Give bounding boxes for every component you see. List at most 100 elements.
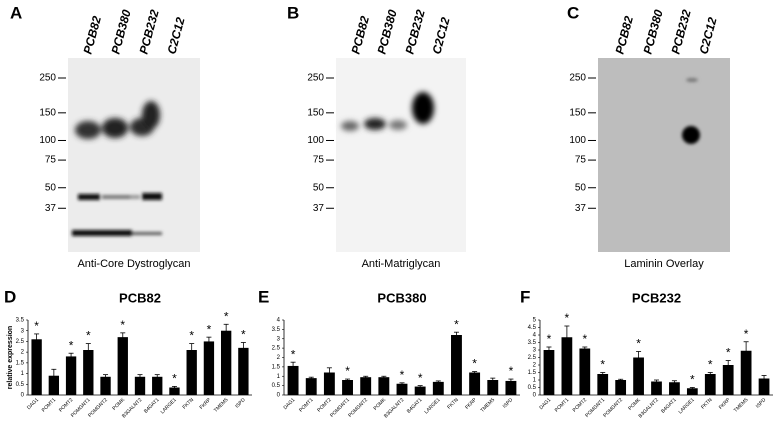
marker-label: 150 bbox=[39, 107, 56, 118]
significance-star: * bbox=[69, 338, 74, 352]
x-tick-label: B4GAT1 bbox=[406, 397, 424, 415]
y-tick-label: 0.5 bbox=[16, 382, 25, 388]
marker-label: 37 bbox=[45, 203, 57, 214]
x-tick-label: FKTN bbox=[182, 397, 196, 411]
y-axis-label: relative expression bbox=[7, 326, 14, 389]
significance-star: * bbox=[454, 317, 459, 331]
significance-star: * bbox=[291, 347, 296, 361]
marker-label: 75 bbox=[575, 155, 587, 166]
lane-label: PCB232 bbox=[402, 8, 427, 56]
significance-star: * bbox=[547, 332, 552, 346]
y-tick-label: 3 bbox=[277, 336, 281, 342]
significance-star: * bbox=[207, 322, 212, 336]
y-tick-label: 0.5 bbox=[272, 383, 281, 389]
x-tick-label: POMK bbox=[373, 397, 388, 412]
bar bbox=[203, 341, 215, 395]
bar bbox=[579, 348, 591, 395]
x-tick-label: FKTN bbox=[700, 397, 714, 411]
significance-star: * bbox=[708, 358, 713, 372]
lane-label: PCB380 bbox=[640, 8, 665, 56]
bar bbox=[487, 380, 499, 395]
blot-image bbox=[336, 58, 466, 252]
marker-label: 50 bbox=[45, 182, 57, 193]
bar bbox=[669, 382, 680, 395]
significance-star: * bbox=[241, 328, 246, 342]
bar bbox=[134, 376, 146, 395]
blot-caption: Anti-Matriglycan bbox=[362, 258, 441, 270]
x-tick-label: TMEM5 bbox=[733, 397, 750, 414]
bar bbox=[305, 378, 317, 395]
bar bbox=[543, 350, 555, 395]
bar bbox=[287, 365, 299, 395]
x-tick-label: TMEM5 bbox=[480, 397, 497, 414]
significance-star: * bbox=[120, 318, 125, 332]
y-tick-label: 2 bbox=[21, 350, 25, 356]
bar bbox=[704, 374, 716, 395]
marker-label: 100 bbox=[307, 135, 324, 146]
y-tick-label: 3.5 bbox=[16, 318, 25, 324]
x-tick-label: DAG1 bbox=[26, 397, 40, 411]
lane-label: PCB380 bbox=[374, 8, 399, 56]
bar bbox=[633, 357, 644, 395]
y-tick-label: 2 bbox=[277, 355, 281, 361]
bar bbox=[740, 350, 752, 395]
blot-image bbox=[68, 58, 200, 252]
y-tick-label: 0 bbox=[21, 393, 25, 399]
y-tick-label: 2.5 bbox=[272, 346, 281, 352]
x-tick-label: POMT2 bbox=[572, 397, 589, 414]
x-tick-label: FKRP bbox=[718, 397, 732, 411]
x-tick-label: POMT2 bbox=[316, 397, 333, 414]
y-tick-label: 2 bbox=[533, 363, 537, 369]
bar bbox=[505, 380, 517, 395]
bar bbox=[432, 381, 444, 395]
y-tick-label: 1.5 bbox=[272, 364, 281, 370]
x-tick-label: LARGE1 bbox=[423, 397, 441, 415]
y-tick-label: 0 bbox=[533, 393, 537, 399]
bar bbox=[651, 381, 662, 395]
blot-caption: Laminin Overlay bbox=[624, 258, 704, 270]
panel-letter: E bbox=[258, 287, 269, 306]
y-tick-label: 1.5 bbox=[16, 360, 25, 366]
lane-label: PCB82 bbox=[80, 14, 104, 55]
y-tick-label: 4 bbox=[277, 318, 281, 324]
blot-image bbox=[598, 58, 730, 252]
bar bbox=[117, 337, 128, 395]
marker-label: 37 bbox=[313, 203, 325, 214]
bar bbox=[414, 386, 426, 395]
bar bbox=[360, 377, 372, 395]
x-tick-label: POMT1 bbox=[554, 397, 571, 414]
lane-label: C2C12 bbox=[429, 16, 452, 56]
bar bbox=[561, 337, 573, 395]
marker-label: 250 bbox=[569, 73, 586, 84]
bar bbox=[152, 376, 163, 395]
x-tick-label: POMK bbox=[111, 397, 126, 412]
y-tick-label: 3 bbox=[21, 328, 25, 334]
lane-label: PCB232 bbox=[136, 8, 161, 56]
bar bbox=[31, 339, 42, 395]
significance-star: * bbox=[690, 373, 695, 387]
x-tick-label: ISPD bbox=[502, 397, 515, 410]
x-tick-label: LARGE1 bbox=[160, 397, 178, 415]
bar bbox=[342, 380, 353, 395]
x-tick-label: FKTN bbox=[446, 397, 460, 411]
marker-label: 100 bbox=[569, 135, 586, 146]
significance-star: * bbox=[744, 327, 749, 341]
bar bbox=[396, 383, 408, 395]
bar bbox=[615, 380, 627, 395]
x-tick-label: LARGE1 bbox=[678, 397, 696, 415]
lane-label: C2C12 bbox=[696, 16, 719, 56]
panel-letter: F bbox=[520, 287, 530, 306]
chart-title: PCB380 bbox=[377, 290, 426, 305]
bar bbox=[378, 377, 390, 395]
y-tick-label: 0 bbox=[277, 393, 281, 399]
y-tick-label: 2.5 bbox=[528, 355, 537, 361]
x-tick-label: POMGNT2 bbox=[347, 397, 369, 419]
bar bbox=[722, 365, 734, 395]
marker-label: 100 bbox=[39, 135, 56, 146]
lane-label: PCB82 bbox=[612, 14, 636, 55]
significance-star: * bbox=[418, 371, 423, 385]
bar bbox=[451, 335, 462, 395]
y-tick-label: 3.5 bbox=[272, 327, 281, 333]
chart-title: PCB82 bbox=[119, 290, 161, 305]
bar bbox=[323, 372, 335, 395]
